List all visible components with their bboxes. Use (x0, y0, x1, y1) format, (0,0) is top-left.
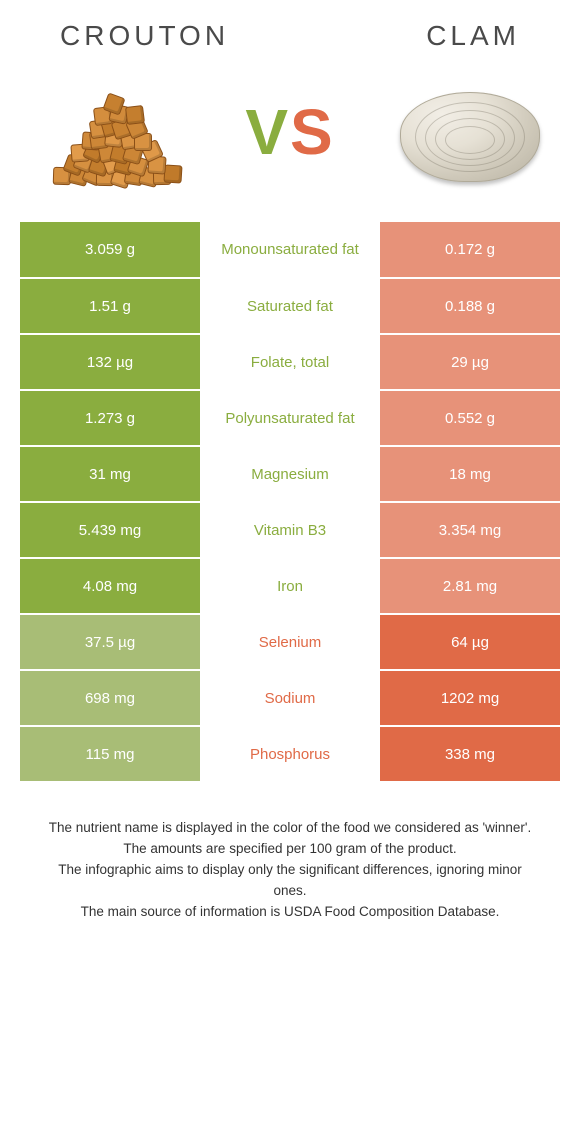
table-row: 698 mgSodium1202 mg (20, 670, 560, 726)
crouton-pile-graphic (35, 82, 185, 182)
left-food-image (30, 77, 190, 187)
table-row: 5.439 mgVitamin B33.354 mg (20, 502, 560, 558)
nutrient-table: 3.059 gMonounsaturated fat0.172 g1.51 gS… (20, 222, 560, 783)
left-value: 115 mg (20, 726, 200, 782)
right-value: 1202 mg (380, 670, 560, 726)
right-value: 64 µg (380, 614, 560, 670)
vs-s: S (290, 96, 335, 168)
nutrient-name: Polyunsaturated fat (200, 390, 380, 446)
table-row: 31 mgMagnesium18 mg (20, 446, 560, 502)
nutrient-name: Saturated fat (200, 278, 380, 334)
left-value: 3.059 g (20, 222, 200, 278)
nutrient-name: Magnesium (200, 446, 380, 502)
clam-graphic (395, 82, 545, 182)
footer-line-2: The amounts are specified per 100 gram o… (45, 839, 535, 860)
left-value: 132 µg (20, 334, 200, 390)
left-value: 31 mg (20, 446, 200, 502)
nutrient-name: Monounsaturated fat (200, 222, 380, 278)
footer-line-3: The infographic aims to display only the… (45, 860, 535, 902)
right-value: 338 mg (380, 726, 560, 782)
table-row: 1.273 gPolyunsaturated fat0.552 g (20, 390, 560, 446)
left-value: 5.439 mg (20, 502, 200, 558)
vs-label: VS (245, 95, 334, 169)
table-row: 3.059 gMonounsaturated fat0.172 g (20, 222, 560, 278)
left-food-title: CROUTON (60, 20, 229, 52)
vs-row: VS (20, 52, 560, 222)
nutrient-name: Sodium (200, 670, 380, 726)
nutrient-name: Iron (200, 558, 380, 614)
right-food-image (390, 77, 550, 187)
right-value: 0.552 g (380, 390, 560, 446)
table-row: 37.5 µgSelenium64 µg (20, 614, 560, 670)
footer-line-1: The nutrient name is displayed in the co… (45, 818, 535, 839)
left-value: 4.08 mg (20, 558, 200, 614)
nutrient-name: Phosphorus (200, 726, 380, 782)
table-row: 132 µgFolate, total29 µg (20, 334, 560, 390)
nutrient-name: Folate, total (200, 334, 380, 390)
left-value: 1.51 g (20, 278, 200, 334)
left-value: 37.5 µg (20, 614, 200, 670)
right-value: 2.81 mg (380, 558, 560, 614)
right-value: 0.172 g (380, 222, 560, 278)
footer-notes: The nutrient name is displayed in the co… (20, 783, 560, 923)
right-food-title: CLAM (426, 20, 520, 52)
header-titles: CROUTON CLAM (20, 20, 560, 52)
table-row: 4.08 mgIron2.81 mg (20, 558, 560, 614)
nutrient-name: Selenium (200, 614, 380, 670)
table-row: 115 mgPhosphorus338 mg (20, 726, 560, 782)
right-value: 29 µg (380, 334, 560, 390)
footer-line-4: The main source of information is USDA F… (45, 902, 535, 923)
right-value: 0.188 g (380, 278, 560, 334)
right-value: 18 mg (380, 446, 560, 502)
nutrient-name: Vitamin B3 (200, 502, 380, 558)
left-value: 698 mg (20, 670, 200, 726)
vs-v: V (245, 96, 290, 168)
left-value: 1.273 g (20, 390, 200, 446)
right-value: 3.354 mg (380, 502, 560, 558)
table-row: 1.51 gSaturated fat0.188 g (20, 278, 560, 334)
